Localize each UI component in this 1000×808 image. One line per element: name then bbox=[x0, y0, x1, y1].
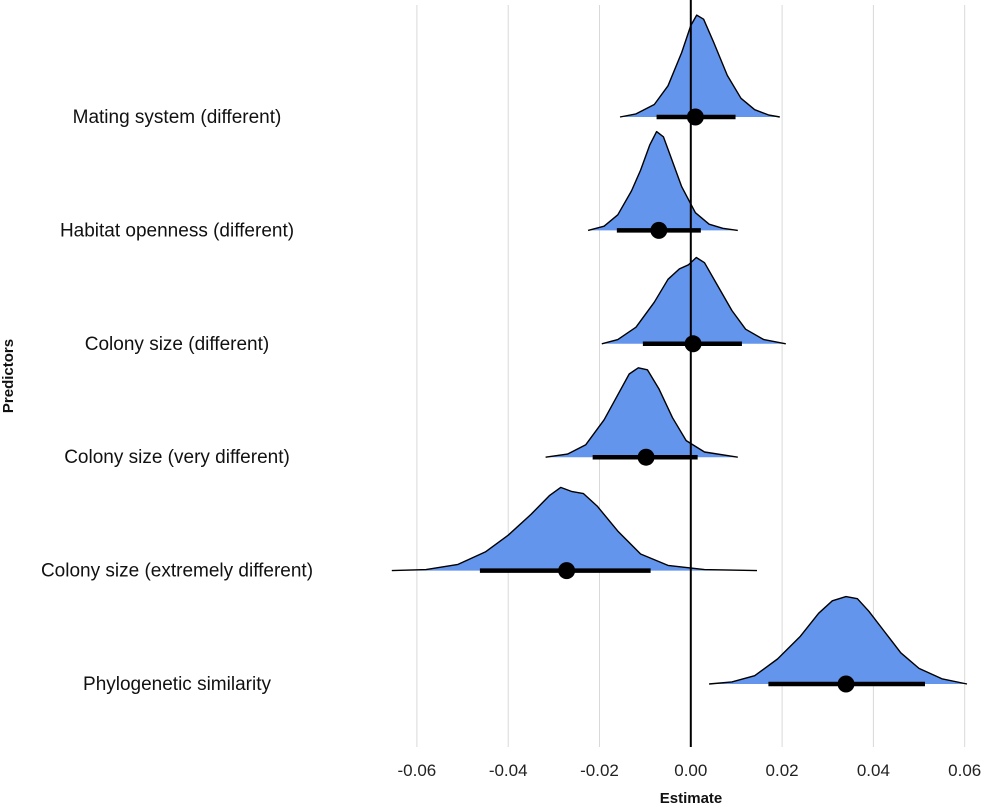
density-fill bbox=[391, 487, 757, 571]
density-fill bbox=[620, 15, 780, 118]
estimate-point bbox=[637, 448, 655, 466]
x-tick-label: 0.00 bbox=[674, 761, 707, 780]
estimate-point bbox=[684, 335, 702, 353]
x-tick-label: 0.04 bbox=[857, 761, 890, 780]
x-axis-ticks: -0.06 -0.04 -0.02 0.00 0.02 0.04 0.06 bbox=[398, 761, 982, 780]
predictor-label: Phylogenetic similarity bbox=[83, 674, 271, 695]
predictor-label: Colony size (extremely different) bbox=[41, 561, 313, 582]
predictor-labels: Mating system (different) Habitat opennes… bbox=[41, 107, 313, 695]
density-fill bbox=[709, 596, 967, 684]
density-ridges bbox=[391, 14, 968, 685]
predictor-label: Colony size (different) bbox=[85, 334, 269, 355]
x-tick-label: 0.02 bbox=[766, 761, 799, 780]
density-outline bbox=[545, 367, 738, 458]
density-outline bbox=[601, 256, 786, 345]
y-axis-title: Predictors bbox=[0, 339, 17, 413]
x-tick-label: -0.02 bbox=[580, 761, 619, 780]
density-outline bbox=[619, 14, 780, 118]
credible-intervals bbox=[479, 108, 925, 693]
x-tick-label: -0.04 bbox=[489, 761, 528, 780]
estimate-point bbox=[650, 221, 668, 239]
predictor-label: Colony size (very different) bbox=[64, 447, 290, 468]
x-tick-label: -0.06 bbox=[398, 761, 437, 780]
predictor-label: Habitat openness (different) bbox=[60, 220, 294, 241]
predictor-label: Mating system (different) bbox=[73, 107, 282, 128]
x-tick-label: 0.06 bbox=[948, 761, 981, 780]
density-outline bbox=[391, 486, 758, 572]
density-fill bbox=[545, 367, 738, 458]
density-outline bbox=[587, 130, 738, 232]
density-fill bbox=[588, 131, 738, 231]
estimate-point bbox=[837, 675, 855, 693]
x-axis-title: Estimate bbox=[660, 790, 723, 807]
estimate-point bbox=[558, 562, 576, 580]
estimate-point bbox=[686, 108, 704, 126]
density-outline bbox=[709, 595, 968, 685]
